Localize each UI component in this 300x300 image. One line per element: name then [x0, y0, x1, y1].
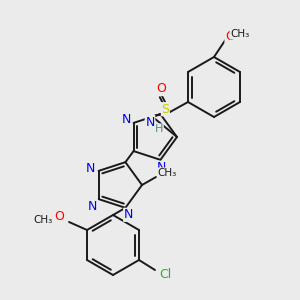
- Text: CH₃: CH₃: [33, 215, 52, 225]
- Text: N: N: [145, 116, 155, 128]
- Text: O: O: [225, 31, 235, 44]
- Text: O: O: [54, 211, 64, 224]
- Text: N: N: [86, 162, 95, 176]
- Text: Cl: Cl: [159, 268, 171, 281]
- Text: S: S: [161, 103, 169, 116]
- Text: H: H: [155, 124, 163, 134]
- Text: N: N: [124, 208, 133, 221]
- Text: CH₃: CH₃: [158, 168, 177, 178]
- Text: N: N: [122, 113, 131, 126]
- Text: O: O: [156, 82, 166, 95]
- Text: CH₃: CH₃: [230, 29, 250, 39]
- Text: N: N: [157, 161, 166, 174]
- Text: N: N: [88, 200, 97, 213]
